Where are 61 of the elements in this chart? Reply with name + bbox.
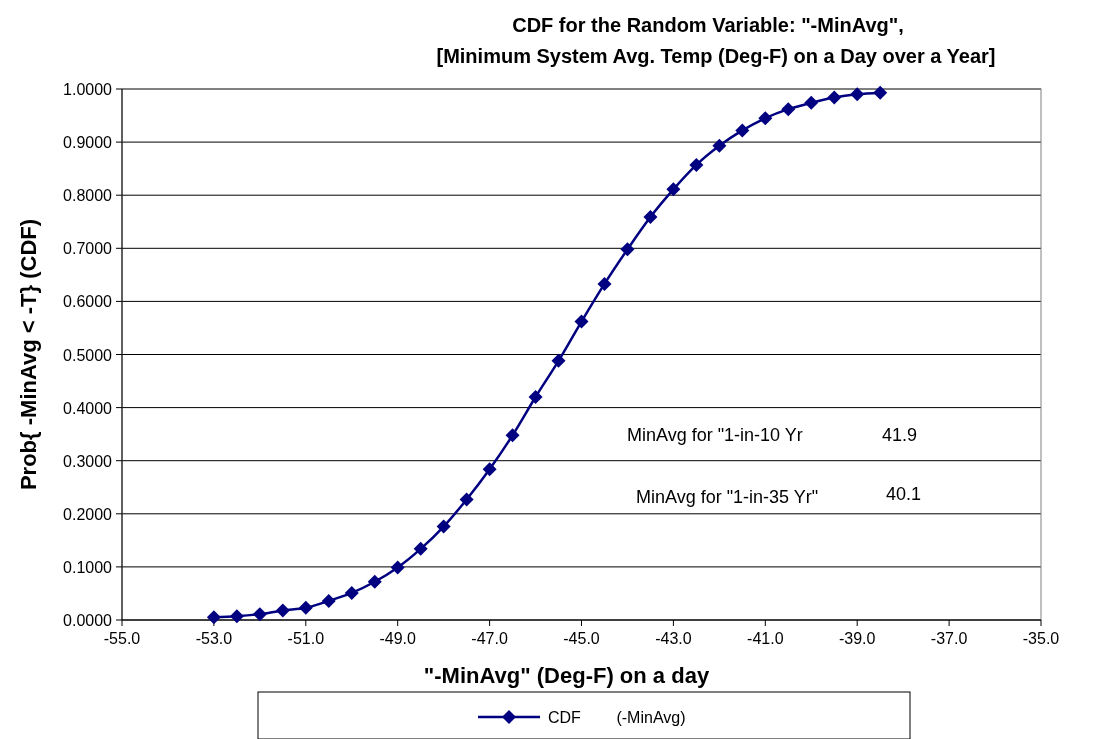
point: [298, 600, 313, 615]
point: [758, 111, 773, 126]
x-tick-label: -51.0: [287, 630, 325, 647]
point: [459, 492, 474, 507]
y-tick-label: 0.1000: [63, 558, 113, 576]
chart-title: CDF for the Random Variable: "-MinAvg",: [512, 14, 904, 36]
y-tick-label: 0.2000: [63, 505, 113, 523]
y-axis-title: Prob{ -MinAvg < -T} (CDF): [16, 218, 41, 491]
y-tick-label: 0.0000: [63, 612, 113, 629]
point: [551, 353, 566, 368]
point: [712, 138, 727, 153]
x-tick-label: -37.0: [930, 630, 968, 647]
point: [482, 462, 497, 477]
point: [321, 593, 336, 608]
point: [666, 182, 681, 197]
x-tick-label: -45.0: [563, 630, 600, 647]
point: [597, 276, 612, 291]
y-tick-label: 0.3000: [63, 452, 113, 470]
y-tick-label: 0.6000: [63, 293, 113, 311]
point: [252, 607, 267, 622]
chart-subtitle: [Minimum System Avg. Temp (Deg-F) on a Day over a Year]: [436, 45, 996, 67]
point: [804, 95, 819, 110]
annotation: MinAvg for "1-in-35 Yr": [636, 487, 819, 507]
point: [850, 87, 865, 102]
annotation: 41.9: [882, 425, 918, 445]
x-tick-label: -55.0: [103, 630, 141, 647]
x-tick-label: -49.0: [379, 630, 417, 647]
point: [344, 585, 359, 600]
point: [643, 209, 658, 224]
point: [436, 519, 451, 534]
point: [229, 609, 244, 624]
y-tick-label: 0.9000: [63, 134, 113, 152]
annotation: 40.1: [886, 484, 922, 504]
point: [275, 603, 290, 618]
y-tick-label: 0.4000: [63, 399, 113, 417]
y-tick-label: 1.0000: [63, 81, 113, 98]
point: [873, 85, 888, 100]
point: [827, 90, 842, 105]
x-tick-label: -41.0: [747, 630, 784, 647]
x-tick-label: -39.0: [838, 630, 876, 647]
point: [528, 389, 543, 404]
point: [574, 314, 589, 329]
x-tick-label: -53.0: [195, 630, 233, 647]
legend-label: CDF (-MinAvg): [548, 709, 686, 726]
point: [781, 102, 796, 117]
x-tick-label: -43.0: [655, 630, 692, 647]
point: [505, 428, 520, 443]
point: [620, 242, 635, 257]
y-tick-label: 0.8000: [63, 187, 113, 205]
point: [735, 123, 750, 138]
point: [413, 541, 428, 556]
point: [689, 157, 704, 172]
point: [367, 574, 382, 589]
y-tick-label: 0.7000: [63, 240, 113, 258]
point: [390, 560, 405, 575]
x-axis-title: "-MinAvg" (Deg-F) on a day: [423, 663, 710, 688]
point: [206, 610, 221, 625]
x-tick-label: -35.0: [1022, 630, 1060, 647]
y-tick-label: 0.5000: [63, 346, 113, 364]
annotation: MinAvg for "1-in-10 Yr: [627, 425, 803, 445]
x-tick-label: -47.0: [471, 630, 508, 647]
